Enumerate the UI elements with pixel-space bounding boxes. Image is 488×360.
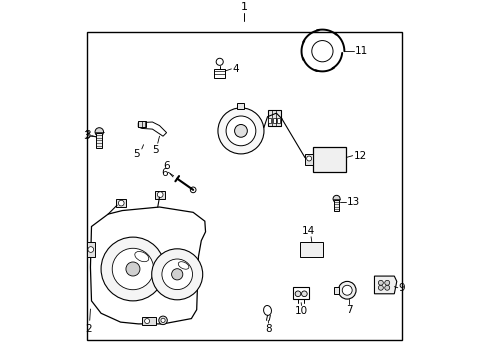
Circle shape — [338, 282, 355, 299]
Text: 1: 1 — [241, 2, 247, 12]
Circle shape — [218, 108, 264, 154]
Text: 3: 3 — [82, 131, 89, 141]
Text: 2: 2 — [85, 324, 92, 334]
Circle shape — [306, 156, 311, 161]
Bar — [155, 191, 165, 198]
Circle shape — [311, 41, 332, 62]
Text: 11: 11 — [354, 46, 367, 56]
Circle shape — [101, 237, 164, 301]
Text: 8: 8 — [264, 324, 271, 334]
Text: 6: 6 — [163, 161, 169, 171]
Bar — [277, 118, 280, 123]
Circle shape — [151, 249, 203, 300]
Circle shape — [384, 285, 389, 290]
Circle shape — [301, 291, 306, 297]
Circle shape — [118, 200, 124, 206]
Text: 5: 5 — [152, 145, 158, 155]
Text: 12: 12 — [353, 151, 366, 161]
Circle shape — [378, 285, 383, 290]
Bar — [272, 118, 275, 123]
Polygon shape — [138, 122, 166, 136]
Circle shape — [95, 128, 103, 136]
Circle shape — [171, 269, 183, 280]
Ellipse shape — [263, 306, 271, 315]
Text: 6: 6 — [162, 168, 168, 178]
Circle shape — [162, 259, 192, 289]
Bar — [267, 110, 281, 126]
Circle shape — [384, 280, 389, 285]
Text: 4: 4 — [232, 64, 238, 74]
Circle shape — [157, 192, 163, 197]
Bar — [304, 154, 312, 165]
Bar — [87, 242, 95, 257]
Text: 7: 7 — [345, 305, 351, 315]
Bar — [293, 287, 308, 299]
Circle shape — [112, 248, 153, 290]
Bar — [268, 118, 270, 123]
Polygon shape — [90, 207, 205, 324]
Circle shape — [159, 316, 167, 325]
Bar — [312, 147, 346, 172]
Circle shape — [88, 247, 93, 252]
Bar — [214, 69, 225, 78]
Bar — [137, 121, 146, 127]
Bar — [142, 317, 156, 325]
Text: 10: 10 — [295, 306, 308, 316]
Bar — [237, 103, 244, 109]
Circle shape — [161, 318, 165, 323]
Text: 9: 9 — [398, 283, 405, 293]
Circle shape — [332, 195, 340, 202]
Bar — [333, 287, 338, 294]
Bar — [116, 199, 126, 207]
Circle shape — [378, 280, 383, 285]
Circle shape — [144, 319, 149, 324]
Circle shape — [190, 187, 196, 193]
Circle shape — [225, 116, 255, 146]
Polygon shape — [374, 276, 396, 294]
Text: 14: 14 — [301, 226, 314, 236]
Circle shape — [234, 125, 247, 137]
Circle shape — [126, 262, 140, 276]
Text: 13: 13 — [346, 197, 360, 207]
Bar — [333, 200, 338, 211]
Bar — [96, 133, 102, 148]
Circle shape — [295, 291, 300, 297]
Bar — [87, 32, 401, 340]
Circle shape — [342, 285, 351, 295]
Text: 5: 5 — [133, 149, 140, 159]
Bar — [300, 242, 323, 257]
Text: 3: 3 — [83, 130, 90, 140]
Circle shape — [216, 58, 223, 66]
